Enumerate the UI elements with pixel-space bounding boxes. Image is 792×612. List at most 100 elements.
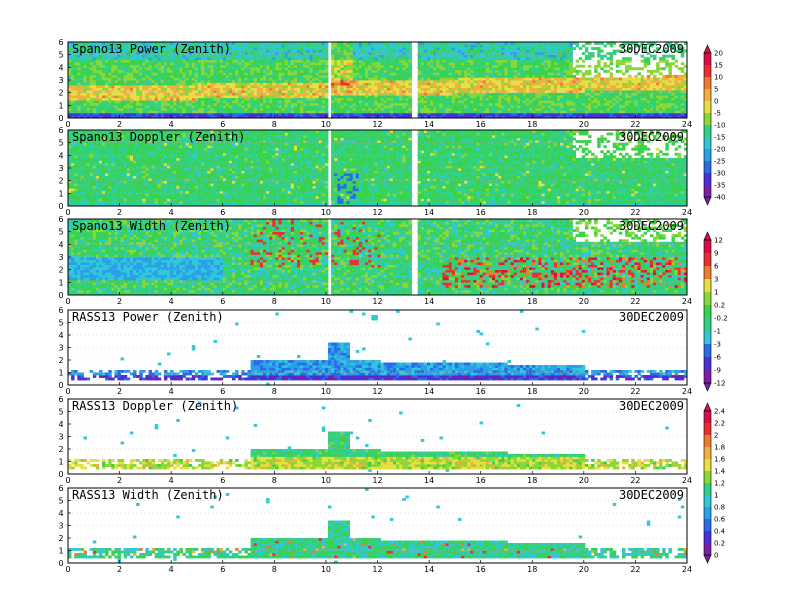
heatmap-cell <box>390 83 394 86</box>
heatmap-cell <box>573 67 577 70</box>
heatmap-cell <box>464 67 468 70</box>
heatmap-cell <box>111 80 115 83</box>
heatmap-cell <box>532 72 536 75</box>
heatmap-cell <box>399 45 403 48</box>
heatmap-cell <box>297 62 301 65</box>
heatmap-cell <box>347 110 351 113</box>
heatmap-cell <box>331 85 335 88</box>
heatmap-cell <box>223 113 227 116</box>
heatmap-cell <box>384 108 388 111</box>
heatmap-cell <box>374 45 378 48</box>
heatmap-cell <box>408 57 412 60</box>
heatmap-cell <box>77 60 81 63</box>
heatmap-cell <box>161 103 165 106</box>
heatmap-cell <box>511 62 514 65</box>
heatmap-cell <box>111 70 115 73</box>
heatmap-cell <box>576 60 580 63</box>
heatmap-cell <box>251 100 255 103</box>
heatmap-cell <box>368 95 372 98</box>
heatmap-cell <box>87 110 91 113</box>
heatmap-cell <box>498 90 502 93</box>
heatmap-cell <box>161 110 165 113</box>
heatmap-cell <box>114 110 118 113</box>
heatmap-cell <box>96 93 100 96</box>
heatmap-cell <box>495 80 499 83</box>
heatmap-cell <box>223 108 227 111</box>
heatmap-cell <box>421 113 425 116</box>
heatmap-cell <box>529 88 533 91</box>
heatmap-cell <box>560 45 564 48</box>
heatmap-cell <box>232 93 236 96</box>
heatmap-cell <box>142 98 146 101</box>
heatmap-cell <box>511 88 514 91</box>
heatmap-cell <box>108 72 112 75</box>
heatmap-cell <box>288 108 292 111</box>
heatmap-cell <box>374 67 378 70</box>
heatmap-cell <box>498 65 502 68</box>
heatmap-cell <box>489 75 493 78</box>
heatmap-cell <box>390 57 394 60</box>
heatmap-cell <box>176 57 180 60</box>
heatmap-cell <box>121 75 125 78</box>
heatmap-cell <box>334 47 338 50</box>
heatmap-cell <box>226 67 230 70</box>
heatmap-cell <box>164 110 168 113</box>
heatmap-cell <box>449 85 453 88</box>
heatmap-cell <box>263 83 267 86</box>
heatmap-cell <box>316 60 320 63</box>
heatmap-cell <box>495 55 499 58</box>
heatmap-cell <box>99 113 103 116</box>
heatmap-cell <box>189 88 193 91</box>
heatmap-cell <box>535 78 539 81</box>
heatmap-cell <box>316 110 320 113</box>
heatmap-cell <box>198 67 202 70</box>
heatmap-cell <box>136 98 140 101</box>
heatmap-cell <box>306 108 310 111</box>
heatmap-cell <box>514 83 518 86</box>
heatmap-cell <box>316 55 320 58</box>
heatmap-cell <box>266 65 270 68</box>
heatmap-cell <box>477 110 481 113</box>
heatmap-cell <box>201 75 205 78</box>
heatmap-cell <box>384 72 388 75</box>
heatmap-cell <box>569 67 573 70</box>
heatmap-cell <box>353 47 357 50</box>
heatmap-cell <box>99 57 103 60</box>
heatmap-cell <box>557 88 561 91</box>
heatmap-cell <box>594 75 598 78</box>
heatmap-cell <box>217 78 221 81</box>
heatmap-cell <box>201 100 205 103</box>
heatmap-cell <box>427 85 431 88</box>
heatmap-cell <box>579 47 583 50</box>
heatmap-cell <box>306 72 310 75</box>
heatmap-cell <box>430 52 434 55</box>
heatmap-cell <box>99 72 103 75</box>
heatmap-cell <box>421 62 425 65</box>
heatmap-cell <box>74 85 78 88</box>
heatmap-cell <box>489 45 493 48</box>
heatmap-cell <box>334 72 338 75</box>
heatmap-cell <box>334 70 338 73</box>
heatmap-cell <box>133 83 137 86</box>
heatmap-cell <box>201 113 205 116</box>
heatmap-cell <box>353 100 357 103</box>
heatmap-cell <box>542 88 546 91</box>
heatmap-cell <box>393 90 397 93</box>
heatmap-cell <box>340 75 344 78</box>
heatmap-cell <box>93 83 97 86</box>
heatmap-cell <box>114 98 118 101</box>
heatmap-cell <box>508 100 512 103</box>
heatmap-cell <box>467 75 471 78</box>
heatmap-cell <box>214 88 218 91</box>
heatmap-cell <box>102 105 106 108</box>
heatmap-cell <box>402 62 406 65</box>
heatmap-cell <box>297 72 301 75</box>
heatmap-cell <box>201 85 205 88</box>
heatmap-cell <box>408 105 412 108</box>
heatmap-cell <box>118 95 122 98</box>
heatmap-cell <box>142 83 146 86</box>
heatmap-cell <box>489 110 493 113</box>
heatmap-cell <box>483 62 487 65</box>
heatmap-cell <box>393 93 397 96</box>
heatmap-cell <box>291 57 295 60</box>
